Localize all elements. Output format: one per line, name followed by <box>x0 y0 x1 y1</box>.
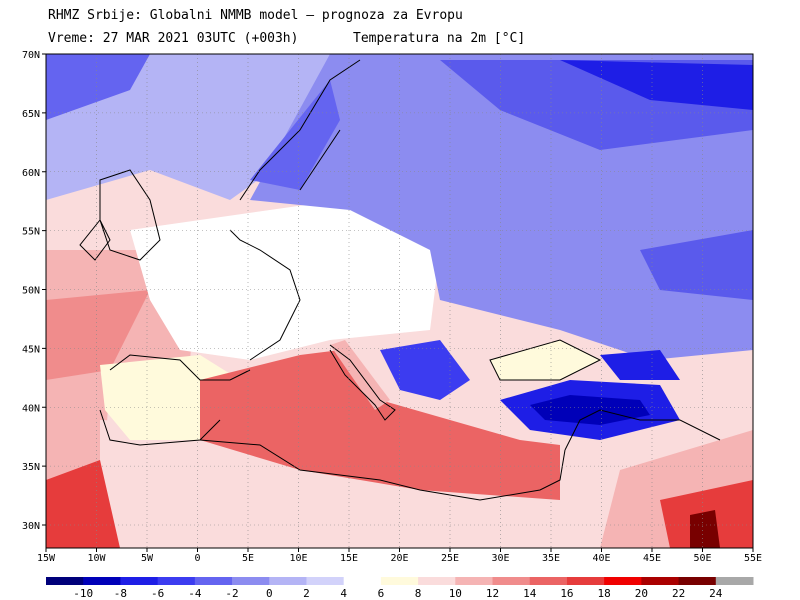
colorbar-label: -10 <box>73 587 93 600</box>
colorbar-segment <box>529 577 568 585</box>
atlantic-warm <box>46 290 150 380</box>
france-coast <box>229 229 301 361</box>
colorbar-label: 2 <box>303 587 310 600</box>
iceland-cold <box>46 54 150 120</box>
lon-label: 35E <box>542 553 560 564</box>
colorbar-label: 20 <box>635 587 648 600</box>
lon-label: 15E <box>340 553 358 564</box>
colorbar-label: 6 <box>378 587 385 600</box>
iberia-coast <box>99 354 251 446</box>
colorbar-segment <box>120 577 159 585</box>
mediterranean-sea <box>200 350 560 500</box>
colorbar-label: -2 <box>225 587 238 600</box>
lat-label: 70N <box>22 50 40 61</box>
lat-label: 65N <box>22 109 40 120</box>
italy-coast <box>329 344 396 421</box>
lon-label: 25E <box>441 553 459 564</box>
lon-label: 20E <box>390 553 408 564</box>
colorbar-label: 22 <box>672 587 685 600</box>
kazakhstan-cold <box>640 230 753 300</box>
lat-label: 55N <box>22 227 40 238</box>
lon-label: 5E <box>242 553 254 564</box>
north-africa <box>100 420 600 548</box>
colorbar-label: 8 <box>415 587 422 600</box>
balkans-cold <box>380 340 470 400</box>
variable-name: Temperatura na 2m [°C] <box>353 31 526 46</box>
map-field <box>46 54 753 548</box>
italy <box>330 340 390 410</box>
scandinavia-coast <box>239 59 361 201</box>
far-north-cold <box>560 60 753 110</box>
anatolia-coldest <box>530 395 650 425</box>
longitude-labels: 15W 10W 5W 0 5E 10E 15E 20E 25E 30E 35E 40E 45E 50E 55… <box>37 548 762 564</box>
lon-label: 5W <box>141 553 154 564</box>
colorbar: -10 -8 -6 -4 -2 0 2 4 6 8 10 12 14 16 18 20 22 24 <box>46 577 754 600</box>
lat-label: 60N <box>22 168 40 179</box>
gulf-hottest <box>690 510 720 548</box>
lon-label: 40E <box>592 553 610 564</box>
colorbar-segment <box>306 577 345 585</box>
black-sea-coast <box>489 339 602 381</box>
colorbar-segment <box>157 577 196 585</box>
colorbar-segment <box>269 577 307 585</box>
lon-label: 15W <box>37 553 56 564</box>
british-isles-coast <box>79 169 161 261</box>
colorbar-segment <box>232 577 270 585</box>
colorbar-segment <box>83 577 121 585</box>
caucasus-cold <box>600 350 680 380</box>
forecast-time: Vreme: 27 MAR 2021 03UTC (+003h) <box>48 31 299 46</box>
colorbar-segment <box>455 577 494 585</box>
colorbar-label: 4 <box>340 587 347 600</box>
africa-coast <box>199 439 566 501</box>
lon-label: 55E <box>744 553 762 564</box>
colorbar-label: 10 <box>449 587 462 600</box>
lat-label: 50N <box>22 286 40 297</box>
latitude-labels: 70N 65N 60N 55N 50N 45N 40N 35N 30N <box>22 50 46 532</box>
africa-hot <box>46 460 120 548</box>
lon-label: 10W <box>87 553 106 564</box>
lat-label: 40N <box>22 403 40 414</box>
colorbar-segment <box>418 577 456 585</box>
colorbar-label: 18 <box>598 587 611 600</box>
colorbar-segment <box>604 577 642 585</box>
lat-label: 45N <box>22 344 40 355</box>
colorbar-label: 0 <box>266 587 273 600</box>
colorbar-segment <box>46 577 84 585</box>
west-europe <box>130 200 440 360</box>
colorbar-label: 16 <box>560 587 573 600</box>
colorbar-label: 14 <box>523 587 537 600</box>
colorbar-label: 24 <box>709 587 723 600</box>
colorbar-segment <box>641 577 680 585</box>
lon-label: 10E <box>289 553 307 564</box>
lon-label: 50E <box>693 553 711 564</box>
lat-label: 30N <box>22 521 40 532</box>
lon-label: 45E <box>643 553 661 564</box>
colorbar-segment <box>343 577 382 585</box>
colorbar-segment <box>678 577 717 585</box>
colorbar-segment <box>492 577 531 585</box>
levant-coast <box>564 409 721 451</box>
colorbar-segment <box>566 577 605 585</box>
colorbar-label: 12 <box>486 587 499 600</box>
colorbar-segment <box>380 577 419 585</box>
map-title: RHMZ Srbije: Globalni NMMB model – progn… <box>48 8 463 23</box>
colorbar-label: -4 <box>188 587 202 600</box>
lon-label: 0 <box>194 553 200 564</box>
colorbar-label: -8 <box>114 587 127 600</box>
lat-label: 35N <box>22 462 40 473</box>
black-sea <box>490 340 600 380</box>
colorbar-segment <box>194 577 233 585</box>
colorbar-segment <box>715 577 754 585</box>
colorbar-label: -6 <box>151 587 164 600</box>
lon-label: 30E <box>491 553 509 564</box>
